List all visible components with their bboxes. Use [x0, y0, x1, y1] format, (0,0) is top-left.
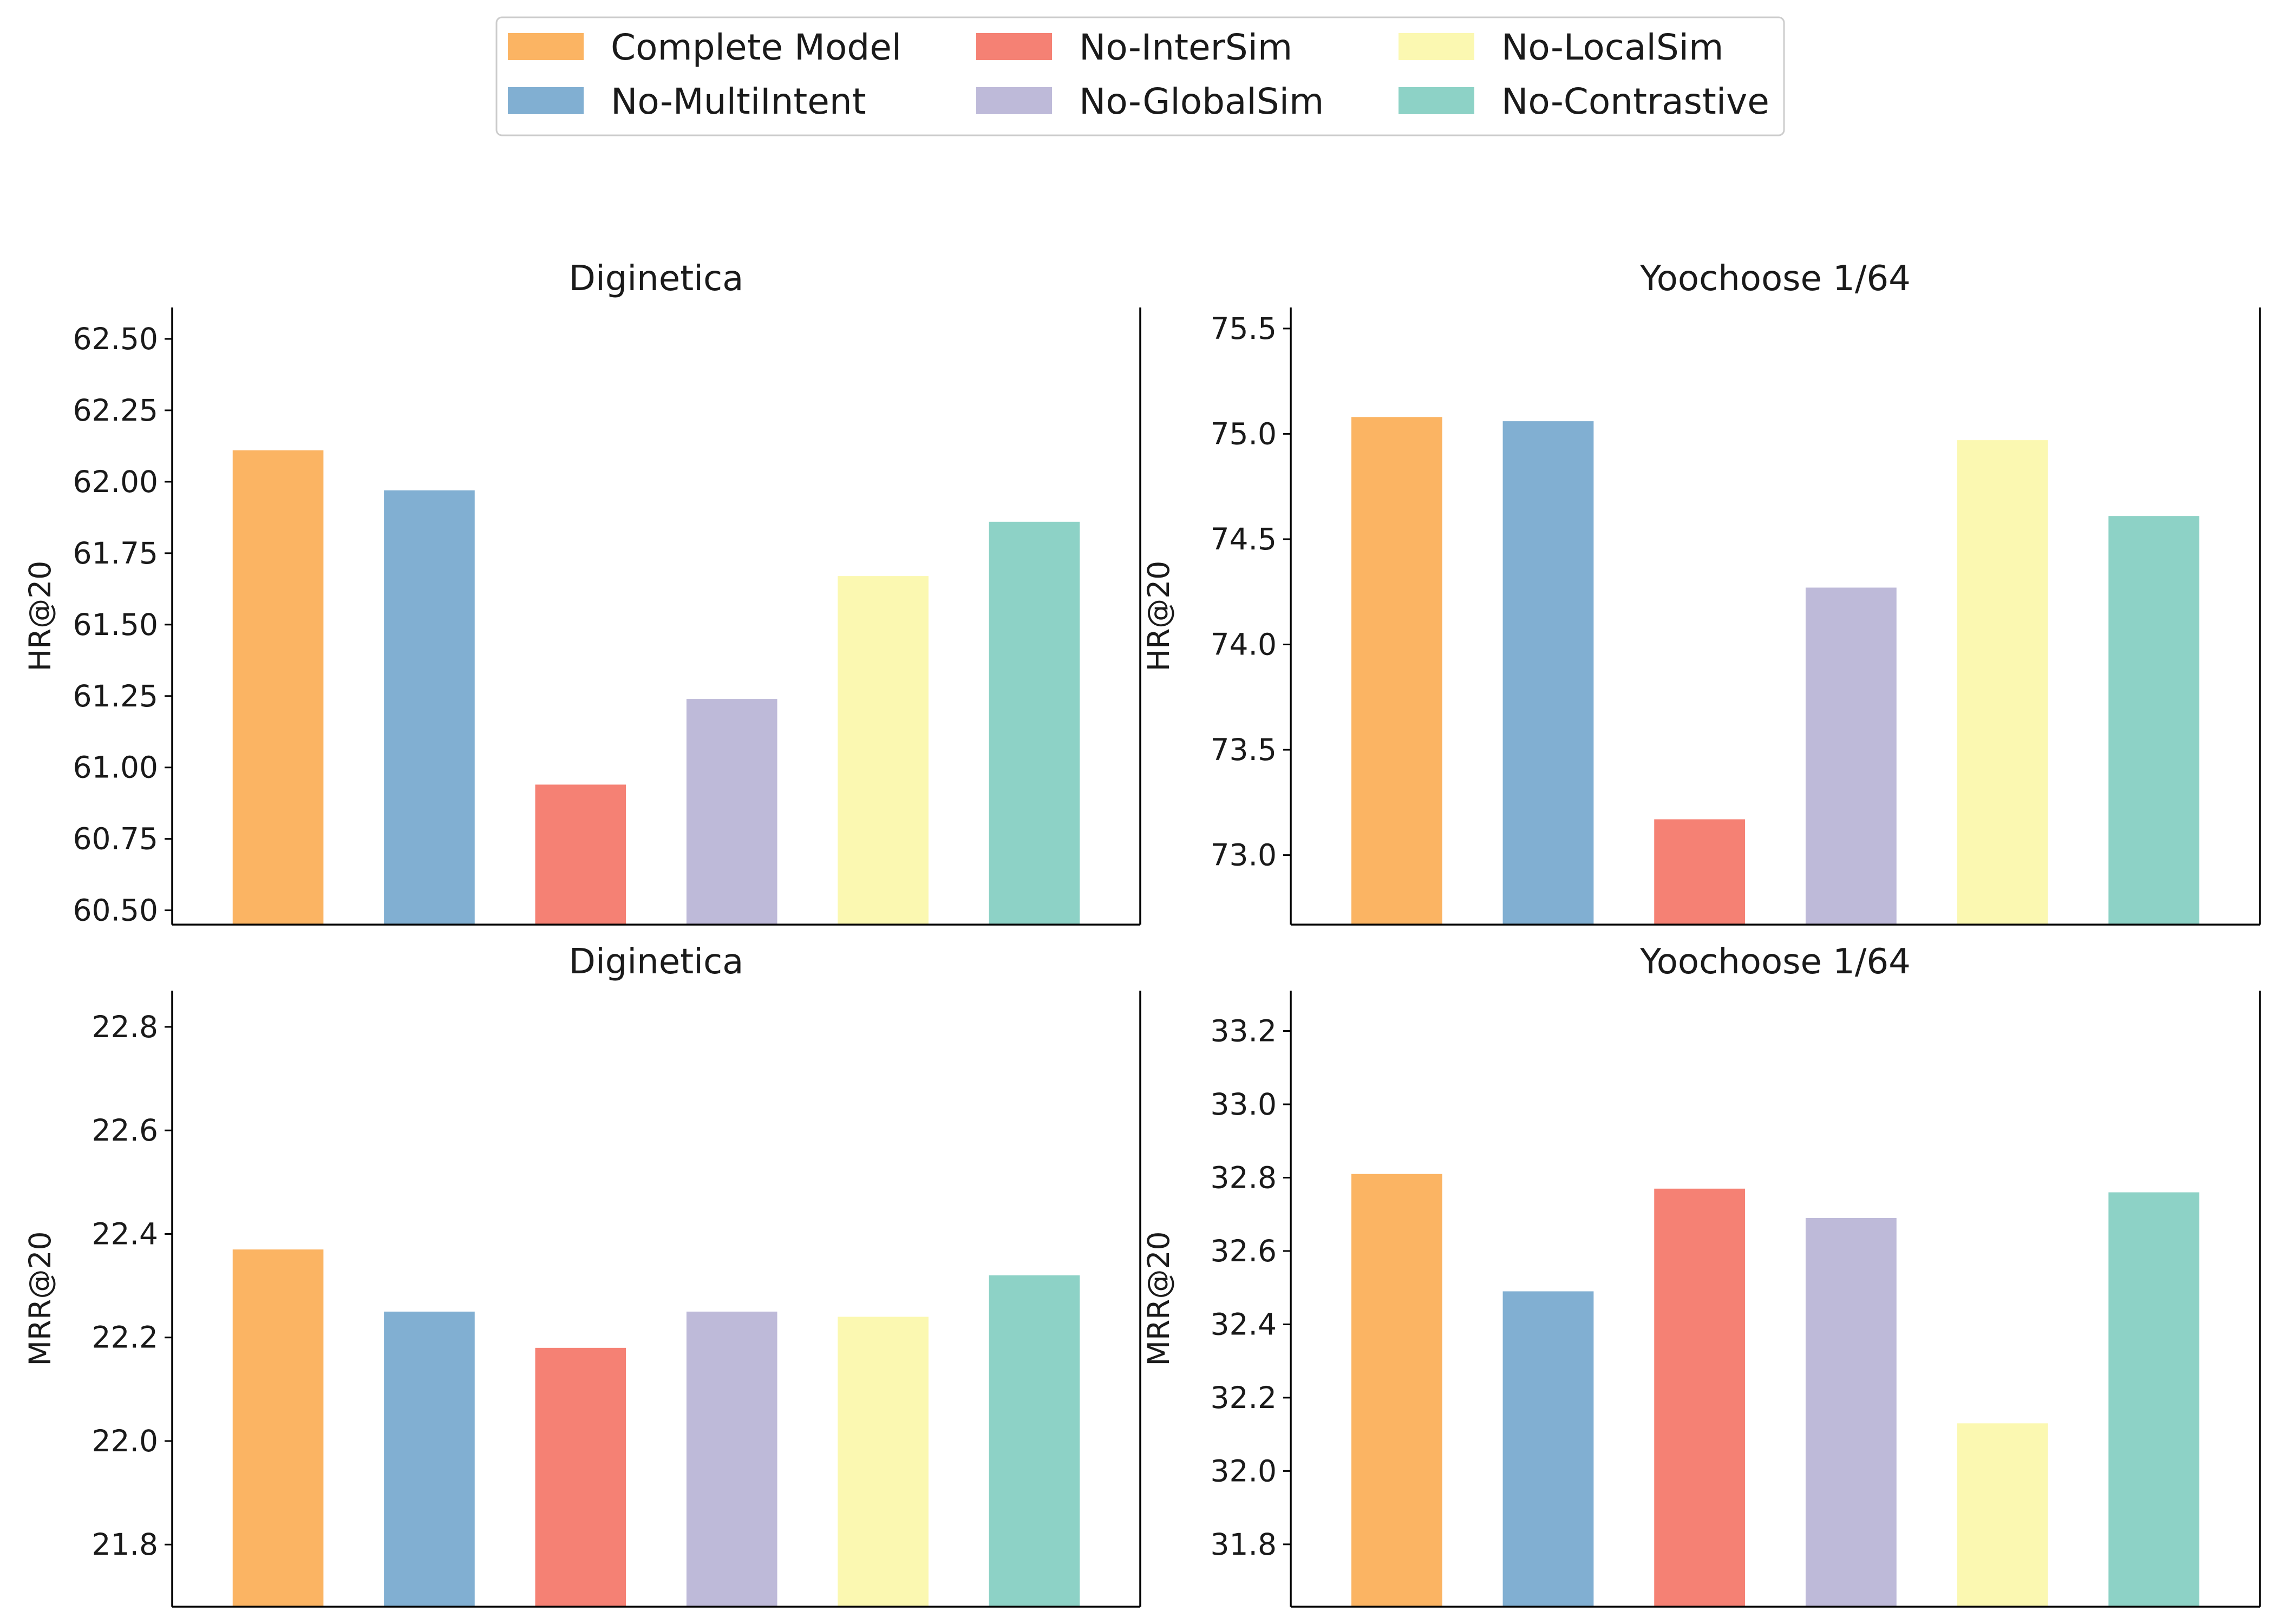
legend-label: No-GlobalSim [1079, 81, 1324, 122]
y-tick-label: 22.8 [92, 1010, 158, 1044]
legend-entry: No-MultiIntent [508, 81, 866, 122]
y-tick-label: 32.2 [1211, 1380, 1277, 1415]
bar [838, 576, 929, 925]
legend-swatch [1399, 87, 1474, 114]
y-tick-label: 22.0 [92, 1424, 158, 1458]
legend-entry: No-Contrastive [1399, 81, 1769, 122]
bar [838, 1317, 929, 1607]
y-tick-label: 75.5 [1211, 311, 1277, 346]
y-tick-label: 62.00 [73, 464, 158, 499]
y-tick-label: 33.0 [1211, 1087, 1277, 1122]
y-tick-label: 22.4 [92, 1216, 158, 1251]
y-tick-label: 31.8 [1211, 1527, 1277, 1562]
y-tick-label: 22.6 [92, 1113, 158, 1148]
y-axis-label: HR@20 [1141, 561, 1176, 672]
bar [232, 450, 324, 925]
bar [2108, 1192, 2200, 1607]
bar [384, 1311, 475, 1607]
bar [1502, 1291, 1594, 1607]
y-tick-label: 73.5 [1211, 732, 1277, 767]
legend-swatch [976, 33, 1052, 60]
panel-title: Yoochoose 1/64 [1639, 942, 1911, 982]
y-tick-label: 74.5 [1211, 522, 1277, 556]
legend-entry: No-GlobalSim [976, 81, 1324, 122]
panel-title: Yoochoose 1/64 [1639, 259, 1911, 299]
y-tick-label: 62.50 [73, 322, 158, 356]
legend-label: No-InterSim [1079, 27, 1292, 68]
y-tick-label: 73.0 [1211, 838, 1277, 873]
y-tick-label: 21.8 [92, 1527, 158, 1562]
bar [1654, 819, 1746, 925]
y-tick-label: 60.50 [73, 893, 158, 928]
chart-panels: 60.50 60.75 61.00 61.25 61.50 61.75 62.00 62.25… [23, 259, 2261, 1608]
bar [1957, 1423, 2048, 1607]
bar [1502, 421, 1594, 925]
y-tick-label: 62.25 [73, 393, 158, 428]
y-tick-label: 74.0 [1211, 627, 1277, 662]
legend-label: Complete Model [611, 27, 901, 68]
y-tick-label: 32.8 [1211, 1160, 1277, 1195]
bar [384, 490, 475, 925]
bar [989, 1275, 1080, 1607]
y-tick-label: 61.75 [73, 536, 158, 571]
bar [1351, 417, 1442, 925]
bar [232, 1249, 324, 1607]
y-axis-label: MRR@20 [23, 1232, 57, 1366]
legend-entry: No-LocalSim [1399, 27, 1723, 68]
bar [535, 784, 626, 925]
panel-title: Diginetica [569, 942, 744, 982]
legend-entry: No-InterSim [976, 27, 1292, 68]
bar [1805, 587, 1897, 925]
y-tick-label: 22.2 [92, 1320, 158, 1355]
bar [686, 1311, 777, 1607]
bar [686, 699, 777, 925]
legend: Complete Model No-InterSim No-LocalSim No-M… [495, 16, 1785, 136]
y-tick-label: 32.0 [1211, 1453, 1277, 1488]
y-tick-label: 75.0 [1211, 416, 1277, 451]
y-tick-label: 33.2 [1211, 1014, 1277, 1049]
legend-swatch [508, 87, 584, 114]
y-axis-label: MRR@20 [1141, 1232, 1176, 1366]
legend-swatch [1399, 33, 1474, 60]
y-tick-label: 61.25 [73, 679, 158, 713]
chart-panel: 73.0 73.5 74.0 74.5 75.0 75.5 Yoochoose 1/64 HR… [1141, 259, 2261, 926]
y-tick-label: 32.6 [1211, 1234, 1277, 1268]
legend-label: No-LocalSim [1501, 27, 1723, 68]
chart-panel: 31.8 32.0 32.2 32.4 32.6 32.8 33.0 33.2 Yoochoos… [1141, 942, 2261, 1608]
chart-panel: 21.8 22.0 22.2 22.4 22.6 22.8 Diginetica MRR@20 [23, 942, 1141, 1608]
y-axis-label: HR@20 [23, 561, 57, 672]
legend-entry: Complete Model [508, 27, 901, 68]
bar [1351, 1174, 1442, 1607]
bar [1654, 1188, 1746, 1607]
bar [989, 521, 1080, 925]
bar [1957, 440, 2048, 925]
bar [535, 1347, 626, 1607]
y-tick-label: 61.50 [73, 607, 158, 642]
legend-label: No-Contrastive [1501, 81, 1769, 122]
y-tick-label: 60.75 [73, 822, 158, 856]
legend-swatch [508, 33, 584, 60]
bar [2108, 516, 2200, 925]
panel-title: Diginetica [569, 259, 744, 299]
legend-label: No-MultiIntent [611, 81, 866, 122]
legend-swatch [976, 87, 1052, 114]
bar [1805, 1217, 1897, 1607]
y-tick-label: 61.00 [73, 750, 158, 785]
y-tick-label: 32.4 [1211, 1307, 1277, 1341]
chart-panel: 60.50 60.75 61.00 61.25 61.50 61.75 62.00 62.25… [23, 259, 1141, 928]
